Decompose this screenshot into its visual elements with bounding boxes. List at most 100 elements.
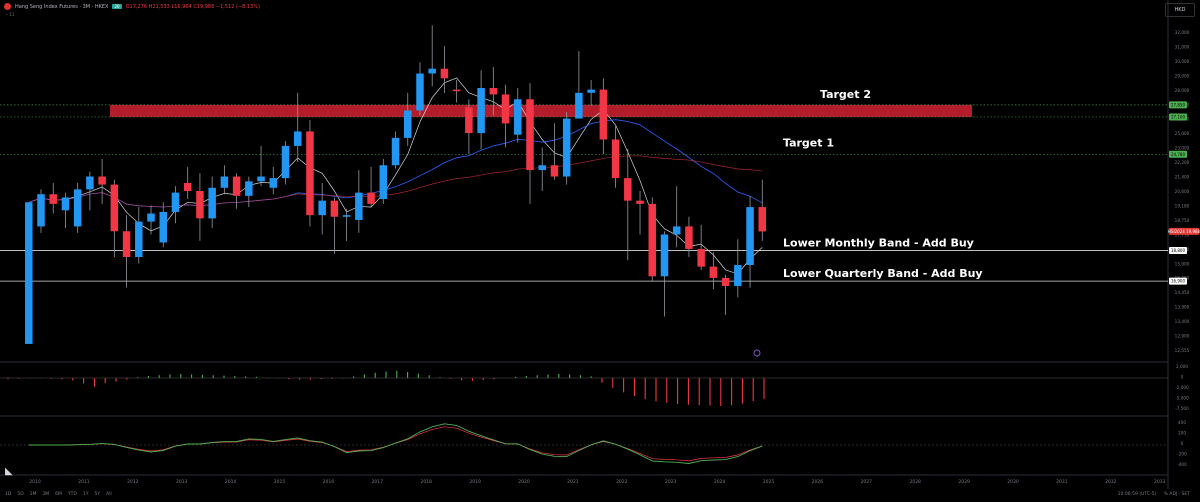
- x-tick-label: 2032: [1105, 479, 1117, 485]
- clock-time: 10:06:59 (UTC-5): [1117, 492, 1157, 497]
- candle-body: [281, 145, 290, 179]
- candle-body: [538, 165, 546, 171]
- candle-body: [562, 118, 571, 177]
- tradingview-logo-icon: ◣: [5, 466, 13, 477]
- candle-body: [122, 231, 131, 257]
- candle-body: [575, 92, 583, 119]
- candle-body: [110, 184, 119, 232]
- y-tick-label: 23,000: [1175, 146, 1190, 151]
- timeframe-button[interactable]: YTD: [67, 492, 77, 497]
- x-tick-label: 2018: [420, 479, 432, 485]
- event-marker-icon: [753, 349, 761, 357]
- y-tick-label: 21,400: [1175, 175, 1190, 180]
- x-tick-label: 2012: [127, 479, 139, 485]
- price-badge: [1169, 247, 1187, 255]
- timeframe-button[interactable]: All: [106, 492, 112, 497]
- timeframe-button[interactable]: 6M: [55, 492, 62, 497]
- candle-body: [135, 221, 143, 257]
- candle-body: [440, 68, 449, 79]
- candle-body: [416, 73, 424, 111]
- x-tick-label: 2024: [714, 479, 726, 485]
- candle-body: [599, 89, 608, 140]
- candle-body: [685, 226, 693, 249]
- x-tick-label: 2011: [78, 479, 90, 485]
- candle-body: [758, 207, 767, 232]
- indicator-tick-label: -400: [1177, 462, 1187, 467]
- chart-header: Hang Seng Index Futures · 3M · HKEX 20 O…: [0, 0, 1200, 22]
- y-tick-label: 12,900: [1175, 334, 1190, 339]
- x-tick-label: 2010: [29, 479, 41, 485]
- candle-body: [49, 194, 57, 204]
- x-tick-label: 2033: [1154, 479, 1166, 485]
- candle-body: [367, 192, 375, 204]
- candle-body: [61, 197, 70, 211]
- candle-body: [147, 213, 155, 222]
- price-chart[interactable]: 2,000 0 -2,000 -5,000 -7,500 400 200 0 -200 -400…: [0, 0, 1200, 489]
- footer-bar: 1D 5D 1M 3M 6M YTD 1Y 5Y All 10:06:59 (UTC-5) % …: [0, 489, 1200, 502]
- y-tick-label: 14,450: [1175, 290, 1190, 295]
- x-tick-label: 2022: [616, 479, 628, 485]
- badge: 20: [112, 4, 122, 9]
- y-tick-label: 29,000: [1175, 73, 1190, 78]
- level-annotation: Target 1: [783, 136, 834, 149]
- candle-body: [709, 266, 718, 278]
- candle-body: [25, 202, 33, 344]
- level-annotation: Lower Monthly Band - Add Buy: [783, 237, 974, 250]
- candle-body: [648, 203, 656, 277]
- signal-line: [28, 426, 763, 462]
- x-tick-label: 2027: [861, 479, 873, 485]
- candle-body: [465, 107, 473, 134]
- scale-options[interactable]: % ADJ · SET: [1163, 492, 1190, 497]
- clock: 10:06:59 (UTC-5) % ADJ · SET: [1118, 492, 1190, 497]
- candle-body: [611, 139, 620, 179]
- candle-body: [293, 131, 302, 146]
- currency-button[interactable]: HKD: [1165, 3, 1195, 17]
- timeframe-button[interactable]: 3M: [42, 492, 50, 497]
- y-tick-label: 13,400: [1175, 319, 1190, 324]
- price-badge: [1169, 150, 1187, 158]
- timeframe-button[interactable]: 5D: [17, 492, 24, 497]
- hong-kong-flag-icon: [4, 3, 11, 10]
- candle-body: [404, 110, 412, 138]
- indicator-toggle[interactable]: – 11: [6, 12, 15, 17]
- y-tick-label: 32,000: [1175, 30, 1190, 35]
- candle-body: [489, 87, 498, 95]
- candle-body: [232, 176, 241, 196]
- x-tick-label: 2014: [225, 479, 237, 485]
- x-tick-label: 2029: [958, 479, 970, 485]
- y-tick-label: 12,555: [1175, 348, 1190, 353]
- candle-body: [208, 187, 216, 219]
- price-badge-label: 27,850: [1171, 102, 1185, 107]
- candle-body: [514, 99, 522, 135]
- x-tick-label: 2023: [665, 479, 677, 485]
- price-badge-label: 18,800: [1171, 248, 1185, 253]
- indicator-tick-label: -7,500: [1175, 406, 1189, 411]
- ohlc-values: O17,276 H21,533 L16,964 C19,988 −1,512 (…: [125, 3, 260, 10]
- candle-body: [183, 182, 192, 191]
- x-tick-label: 2021: [567, 479, 579, 485]
- y-tick-label: 15,900: [1175, 261, 1190, 266]
- candle-body: [330, 200, 339, 217]
- candle-body: [636, 200, 644, 204]
- candle-body: [697, 248, 705, 267]
- y-tick-label: 30,000: [1175, 59, 1190, 64]
- indicator-tick-label: 200: [1178, 431, 1186, 436]
- x-tick-label: 2025: [763, 479, 775, 485]
- x-tick-label: 2030: [1007, 479, 1019, 485]
- symbol-info[interactable]: Hang Seng Index Futures · 3M · HKEX 20 O…: [4, 3, 260, 10]
- timeframe-button[interactable]: 1M: [29, 492, 37, 497]
- y-tick-label: 18,750: [1175, 218, 1190, 223]
- y-tick-label: 28,000: [1175, 88, 1190, 93]
- x-tick-label: 2028: [909, 479, 921, 485]
- timeframe-button[interactable]: 1Y: [82, 492, 89, 497]
- y-tick-label: 31,000: [1175, 44, 1190, 49]
- timeframe-button[interactable]: 5Y: [94, 492, 101, 497]
- candle-body: [98, 176, 106, 185]
- price-badge-label: 16,900: [1171, 279, 1185, 284]
- price-badge: [1169, 227, 1199, 235]
- timeframe-button[interactable]: 1D: [5, 492, 12, 497]
- x-tick-label: 2015: [274, 479, 286, 485]
- candle-body: [306, 131, 314, 216]
- candle-body: [452, 89, 461, 92]
- y-tick-label: 20,600: [1175, 189, 1190, 194]
